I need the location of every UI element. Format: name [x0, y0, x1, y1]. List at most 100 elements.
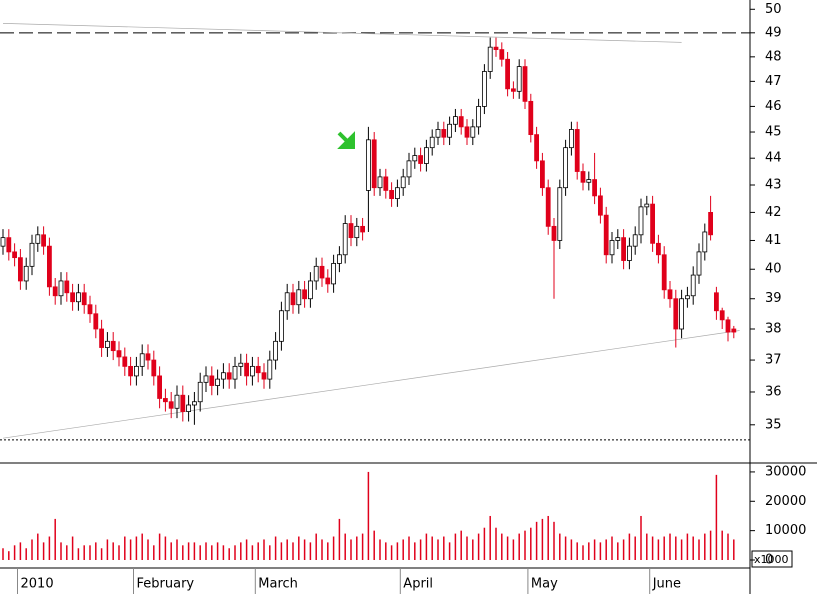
- candle-body: [284, 292, 290, 312]
- volume-tick-label: 20000: [765, 494, 806, 509]
- candle-body: [365, 139, 371, 191]
- candle-body: [383, 176, 389, 191]
- candle-body: [238, 362, 244, 367]
- candle-body: [162, 398, 168, 403]
- candle-body: [145, 353, 151, 361]
- candle-body: [685, 295, 690, 300]
- candle-body: [481, 71, 487, 107]
- candle-body: [493, 46, 499, 50]
- candle-body: [139, 353, 145, 367]
- volume-unit: x1000: [754, 553, 789, 566]
- candle-body: [278, 310, 284, 342]
- candle-body: [499, 49, 505, 60]
- y-tick-label: 50: [765, 2, 782, 17]
- candle-body: [307, 280, 313, 300]
- candle-body: [197, 381, 203, 403]
- candle-body: [110, 340, 116, 352]
- candle-body: [47, 245, 52, 288]
- candle-body: [122, 356, 128, 367]
- candle-body: [342, 223, 348, 256]
- candle-body: [418, 155, 424, 164]
- candle-body: [249, 365, 255, 377]
- candle-body: [35, 234, 41, 244]
- candle-body: [516, 66, 522, 92]
- candle-body: [255, 365, 261, 374]
- candle-body: [708, 211, 713, 236]
- candle-body: [273, 340, 279, 361]
- volume-tick-label: 30000: [765, 464, 806, 479]
- candle-body: [348, 223, 354, 239]
- candle-body: [528, 100, 534, 136]
- candle-body: [423, 147, 429, 164]
- candle-body: [6, 237, 12, 253]
- y-tick-label: 43: [765, 177, 782, 192]
- y-tick-label: 37: [765, 353, 782, 368]
- candle-body: [580, 171, 586, 183]
- x-tick-label: June: [652, 577, 681, 592]
- y-tick-label: 45: [765, 125, 782, 140]
- y-tick-label: 35: [765, 417, 782, 432]
- candle-body: [76, 292, 81, 303]
- candle-body: [400, 176, 406, 189]
- x-tick-label: March: [258, 577, 298, 592]
- candle-body: [627, 245, 632, 261]
- candle-body: [615, 237, 621, 241]
- candle-body: [510, 88, 516, 92]
- candle-body: [690, 274, 696, 297]
- candle-body: [545, 187, 551, 227]
- y-tick-label: 40: [765, 262, 782, 277]
- candle-body: [12, 251, 18, 259]
- candle-body: [534, 134, 539, 162]
- candle-body: [244, 362, 250, 377]
- candle-body: [87, 304, 93, 315]
- candle-body: [522, 66, 528, 102]
- candle-body: [673, 298, 679, 330]
- candle-body: [203, 375, 209, 383]
- candle-body: [731, 328, 737, 333]
- y-tick-label: 48: [765, 49, 782, 64]
- candle-body: [226, 372, 232, 380]
- candle-body: [220, 372, 226, 380]
- candle-body: [99, 328, 104, 348]
- y-tick-label: 47: [765, 74, 782, 89]
- candle-body: [464, 126, 470, 138]
- candle-body: [186, 404, 192, 412]
- signal-arrow: [337, 131, 355, 149]
- candle-body: [598, 195, 603, 216]
- candle-body: [661, 254, 667, 291]
- candle-body: [58, 280, 64, 297]
- candle-body: [93, 313, 99, 330]
- candle-body: [609, 240, 615, 256]
- candle-body: [319, 265, 325, 279]
- candle-body: [638, 206, 644, 236]
- candle-body: [41, 234, 46, 247]
- candle-body: [557, 187, 563, 241]
- candle-body: [441, 129, 447, 138]
- candle-body: [151, 359, 157, 377]
- candle-body: [586, 179, 592, 183]
- x-tick-label: May: [531, 577, 558, 592]
- candle-body: [133, 365, 139, 377]
- candle-body: [592, 179, 597, 197]
- x-tick-label: 2010: [21, 577, 54, 592]
- candle-body: [569, 129, 574, 149]
- candle-body: [290, 292, 296, 306]
- candle-body: [632, 234, 638, 247]
- candle-body: [296, 289, 302, 306]
- y-tick-label: 38: [765, 321, 782, 336]
- candle-body: [551, 225, 557, 241]
- candle-body: [17, 257, 23, 282]
- candle-body: [313, 265, 319, 282]
- candle-body: [105, 340, 110, 348]
- candle-body: [360, 225, 366, 233]
- candle-body: [679, 298, 684, 330]
- candle-body: [168, 401, 174, 409]
- candle-body: [336, 254, 342, 264]
- candle-body: [371, 139, 377, 189]
- candle-body: [476, 106, 482, 128]
- candle-body: [52, 286, 58, 297]
- candle-body: [702, 231, 708, 253]
- candle-body: [261, 372, 267, 380]
- candle-body: [470, 126, 476, 138]
